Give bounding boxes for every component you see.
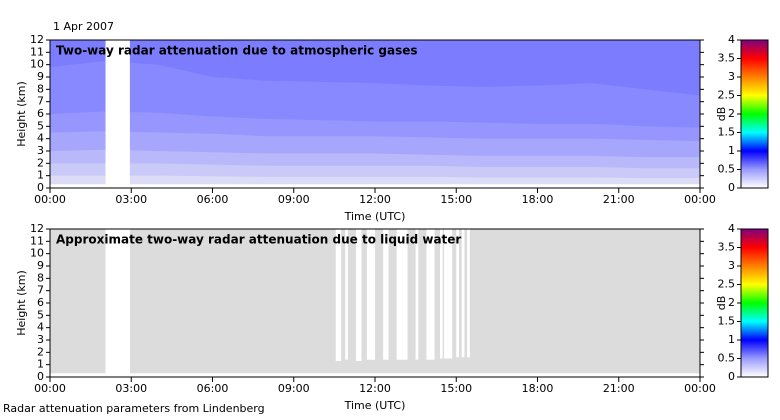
colorbar-tick-label: 3 (728, 259, 735, 272)
date: 1 Apr 2007 (53, 20, 114, 33)
x-axis-label: Time (UTC) (344, 210, 406, 223)
y-axis-label: Height (km) (15, 270, 28, 336)
y-tick-label: 12 (30, 222, 44, 235)
data-gap (105, 229, 130, 377)
x-tick-label: 00:00 (684, 193, 716, 206)
y-tick-label: 8 (37, 82, 44, 95)
panel-title: Approximate two-way radar attenuation du… (56, 233, 461, 247)
colorbar-tick-label: 0.5 (718, 352, 736, 365)
y-tick-label: 7 (37, 284, 44, 297)
x-axis-label: Time (UTC) (344, 399, 406, 412)
data-gap (426, 229, 435, 360)
colorbar (740, 228, 769, 378)
data-gap (335, 229, 342, 361)
x-tick-label: 18:00 (522, 193, 554, 206)
colorbar-tick-label: 1.5 (718, 315, 736, 328)
y-tick-label: 1 (37, 358, 44, 371)
colorbar-tick-label: 3.5 (718, 241, 736, 254)
x-tick-label: 12:00 (359, 193, 391, 206)
data-gap (396, 229, 408, 360)
plot (50, 229, 700, 377)
plot (50, 40, 700, 188)
colorbar (740, 39, 769, 189)
y-tick-label: 0 (37, 370, 44, 383)
x-tick-label: 00:00 (34, 382, 66, 395)
data-gap (345, 229, 348, 360)
y-tick-label: 8 (37, 271, 44, 284)
x-tick-label: 03:00 (115, 382, 147, 395)
footer: Radar attenuation parameters from Linden… (3, 402, 265, 415)
colorbar-tick-label: 4 (728, 222, 735, 235)
x-tick-label: 15:00 (440, 382, 472, 395)
colorbar-tick-label: 4 (728, 33, 735, 46)
data-gap (444, 229, 453, 359)
x-tick-label: 12:00 (359, 382, 391, 395)
colorbar-label: dB (715, 296, 728, 311)
colorbar-tick-label: 1 (728, 333, 735, 346)
y-tick-label: 10 (30, 58, 44, 71)
y-tick-label: 12 (30, 33, 44, 46)
colorbar-tick-label: 0 (728, 181, 735, 194)
y-tick-label: 3 (37, 144, 44, 157)
x-tick-label: 09:00 (278, 193, 310, 206)
y-tick-label: 4 (37, 132, 44, 145)
y-tick-label: 3 (37, 333, 44, 346)
y-tick-label: 11 (30, 234, 44, 247)
x-tick-label: 06:00 (197, 382, 229, 395)
y-tick-label: 9 (37, 70, 44, 83)
colorbar-tick-label: 3 (728, 70, 735, 83)
y-tick-label: 6 (37, 296, 44, 309)
colorbar-tick-label: 2.5 (718, 89, 736, 102)
data-gap (461, 229, 465, 358)
data-gap (415, 229, 419, 360)
y-tick-label: 2 (37, 345, 44, 358)
panel-title: Two-way radar attenuation due to atmosph… (56, 44, 418, 58)
x-tick-label: 21:00 (603, 193, 635, 206)
x-tick-label: 18:00 (522, 382, 554, 395)
y-tick-label: 2 (37, 156, 44, 169)
colorbar-tick-label: 3.5 (718, 52, 736, 65)
colorbar-tick-label: 0 (728, 370, 735, 383)
colorbar-label: dB (715, 107, 728, 122)
y-axis-label: Height (km) (15, 81, 28, 147)
contour-band (50, 40, 700, 96)
x-tick-label: 15:00 (440, 193, 472, 206)
y-tick-label: 5 (37, 308, 44, 321)
colorbar-tick-label: 2.5 (718, 278, 736, 291)
y-tick-label: 1 (37, 169, 44, 182)
y-tick-label: 6 (37, 107, 44, 120)
x-tick-label: 03:00 (115, 193, 147, 206)
x-tick-label: 00:00 (34, 193, 66, 206)
colorbar-tick-label: 2 (728, 296, 735, 309)
y-tick-label: 11 (30, 45, 44, 58)
colorbar-tick-label: 0.5 (718, 163, 736, 176)
data-gap (366, 229, 375, 360)
data-gap (105, 40, 130, 188)
colorbar-tick-label: 2 (728, 107, 735, 120)
colorbar-tick-label: 1 (728, 144, 735, 157)
y-tick-label: 7 (37, 95, 44, 108)
x-tick-label: 21:00 (603, 382, 635, 395)
data-gap (383, 229, 389, 360)
colorbar-tick-label: 1.5 (718, 126, 736, 139)
data-gap (456, 229, 459, 358)
x-tick-label: 09:00 (278, 382, 310, 395)
x-tick-label: 00:00 (684, 382, 716, 395)
x-tick-label: 06:00 (197, 193, 229, 206)
data-gap (440, 229, 443, 359)
y-tick-label: 0 (37, 181, 44, 194)
y-tick-label: 4 (37, 321, 44, 334)
data-gap (467, 229, 470, 358)
data-gap (356, 229, 362, 361)
y-tick-label: 10 (30, 247, 44, 260)
y-tick-label: 5 (37, 119, 44, 132)
y-tick-label: 9 (37, 259, 44, 272)
